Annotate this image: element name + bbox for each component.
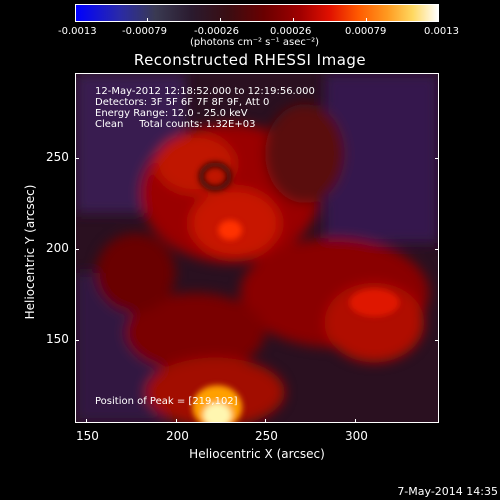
y-tick-mark xyxy=(435,158,439,159)
colorbar-units: (photons cm⁻² s⁻¹ asec⁻²) xyxy=(190,37,320,48)
colorbar-tick-label: 0.0013 xyxy=(424,26,459,37)
y-tick-mark xyxy=(75,340,79,341)
x-tick-mark xyxy=(176,419,177,423)
colorbar-tick-label: -0.0013 xyxy=(58,26,97,37)
colorbar-tick-mark xyxy=(438,18,439,22)
colorbar-tick-mark xyxy=(220,18,221,22)
x-tick-mark xyxy=(265,419,266,423)
x-tick-mark xyxy=(355,419,356,423)
colorbar-tick-mark xyxy=(366,18,367,22)
detectors-text: Detectors: 3F 5F 6F 7F 8F 9F, Att 0 xyxy=(95,97,270,108)
colorbar xyxy=(75,4,439,22)
colorbar-tick-mark xyxy=(293,18,294,22)
peak-position-text: Position of Peak = [219,102] xyxy=(95,396,238,407)
y-tick-label: 150 xyxy=(46,332,69,346)
x-tick-mark xyxy=(86,419,87,423)
y-tick-mark xyxy=(75,158,79,159)
x-tick-label: 300 xyxy=(345,429,368,443)
y-tick-label: 200 xyxy=(46,241,69,255)
y-tick-label: 250 xyxy=(46,150,69,164)
colorbar-tick-mark xyxy=(147,18,148,22)
colorbar-tick-label: -0.00026 xyxy=(194,26,239,37)
x-tick-label: 150 xyxy=(76,429,99,443)
y-tick-mark xyxy=(435,340,439,341)
colorbar-tick-label: 0.00079 xyxy=(345,26,387,37)
colorbar-tick-label: -0.00079 xyxy=(122,26,167,37)
colorbar-tick-label: 0.00026 xyxy=(270,26,312,37)
y-tick-mark xyxy=(435,249,439,250)
generation-date: 7-May-2014 14:35 xyxy=(397,485,498,498)
x-tick-label: 200 xyxy=(166,429,189,443)
colorbar-tick-mark xyxy=(75,18,76,22)
solar-image-plot xyxy=(75,73,439,423)
energy-range-text: Energy Range: 12.0 - 25.0 keV xyxy=(95,108,248,119)
x-axis-label: Heliocentric X (arcsec) xyxy=(189,447,325,461)
solar-image xyxy=(76,74,438,422)
y-axis-label: Heliocentric Y (arcsec) xyxy=(23,184,37,320)
clean-total-counts-text: Clean Total counts: 1.32E+03 xyxy=(95,119,256,130)
time-range-text: 12-May-2012 12:18:52.000 to 12:19:56.000 xyxy=(95,86,315,97)
image-title: Reconstructed RHESSI Image xyxy=(133,51,367,69)
y-tick-mark xyxy=(75,249,79,250)
x-tick-label: 250 xyxy=(255,429,278,443)
